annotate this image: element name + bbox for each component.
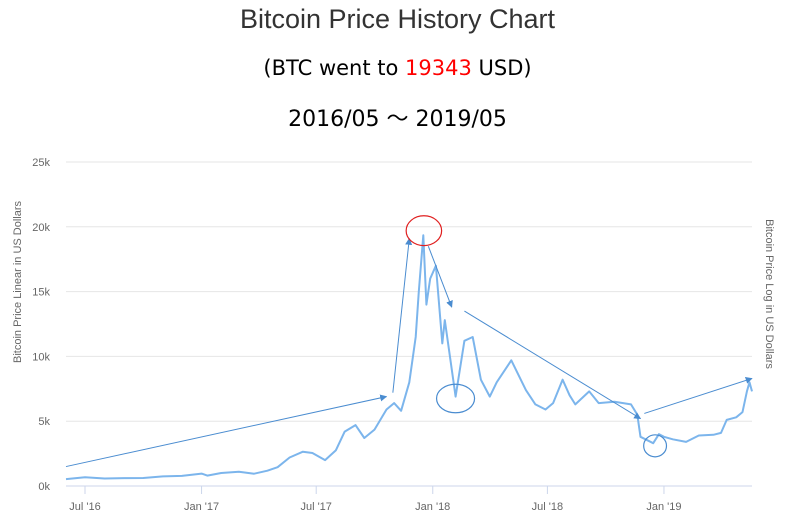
chart-title: Bitcoin Price History Chart [239,4,556,34]
price-subtitle: (BTC went to 19343 USD) [0,56,795,80]
y-tick-label: 0k [38,481,50,493]
y-tick-label: 10k [32,351,50,363]
x-tick-label: Jan '18 [415,501,450,513]
x-tick-label: Jul '17 [300,501,331,513]
x-tick-label: Jul '16 [69,501,100,513]
peak-price-value: 19343 [405,56,472,80]
annotations [65,215,753,468]
trend-arrow [427,246,453,308]
y-axis: 0k 5k 10k 15k 20k 25k [32,157,50,493]
date-range: 2016/05 〜 2019/05 [288,107,507,132]
trend-arrow [65,394,388,468]
dip-circle [643,434,668,458]
peak-circle [405,215,443,247]
y-axis-label-right: Bitcoin Price Log in US Dollars [763,219,775,369]
x-axis: Jul '16 Jan '17 Jul '17 Jan '18 Jul '18 Jan '… [66,485,752,513]
x-tick-label: Jan '17 [184,501,219,513]
x-tick-label: Jul '18 [532,501,563,513]
trend-arrow [392,237,413,393]
y-axis-label-left: Bitcoin Price Linear in US Dollars [12,200,24,363]
y-tick-label: 25k [32,157,50,169]
subtitle-suffix: USD) [471,56,532,80]
y-tick-label: 15k [32,287,50,299]
grid-lines [66,161,752,487]
trend-arrow [464,310,642,420]
subtitle-prefix: (BTC went to [263,56,406,80]
y-tick-label: 5k [38,416,50,428]
dip-circle [435,383,476,414]
series-layer [65,234,753,481]
price-line [65,234,753,481]
x-tick-label: Jan '19 [646,501,681,513]
y-tick-label: 20k [32,222,50,234]
trend-arrow [644,377,753,414]
